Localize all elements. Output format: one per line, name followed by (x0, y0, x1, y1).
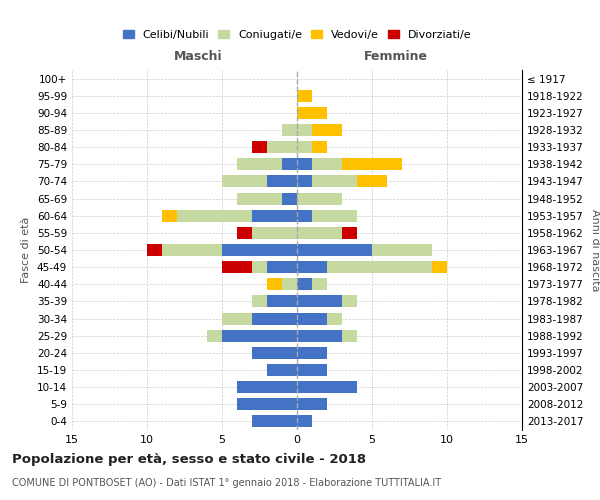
Bar (342, 227, 357, 239)
Bar (297, 141, 312, 153)
Bar (342, 330, 357, 342)
Bar (297, 347, 327, 359)
Text: Maschi: Maschi (173, 50, 223, 63)
Bar (312, 124, 342, 136)
Bar (252, 416, 297, 428)
Bar (297, 330, 342, 342)
Bar (282, 278, 297, 290)
Bar (222, 330, 297, 342)
Bar (267, 176, 297, 188)
Text: COMUNE DI PONTBOSET (AO) - Dati ISTAT 1° gennaio 2018 - Elaborazione TUTTITALIA.: COMUNE DI PONTBOSET (AO) - Dati ISTAT 1°… (12, 478, 441, 488)
Bar (282, 124, 297, 136)
Bar (177, 210, 252, 222)
Bar (267, 296, 297, 308)
Bar (297, 244, 372, 256)
Bar (282, 158, 297, 170)
Bar (432, 261, 447, 273)
Bar (312, 158, 342, 170)
Bar (222, 176, 267, 188)
Bar (327, 261, 432, 273)
Bar (297, 398, 327, 410)
Bar (252, 347, 297, 359)
Bar (267, 261, 297, 273)
Bar (297, 312, 327, 324)
Bar (312, 176, 357, 188)
Bar (297, 278, 312, 290)
Y-axis label: Fasce di età: Fasce di età (22, 217, 31, 283)
Bar (342, 158, 402, 170)
Bar (297, 210, 312, 222)
Bar (312, 210, 357, 222)
Bar (237, 398, 297, 410)
Bar (297, 416, 312, 428)
Bar (252, 210, 297, 222)
Bar (372, 244, 432, 256)
Bar (297, 176, 312, 188)
Bar (297, 227, 342, 239)
Bar (222, 312, 252, 324)
Bar (297, 107, 327, 119)
Y-axis label: Anni di nascita: Anni di nascita (590, 209, 600, 291)
Bar (252, 227, 297, 239)
Bar (237, 192, 282, 204)
Bar (162, 244, 222, 256)
Bar (267, 278, 282, 290)
Bar (222, 261, 252, 273)
Bar (312, 278, 327, 290)
Text: Femmine: Femmine (364, 50, 428, 63)
Bar (282, 192, 297, 204)
Bar (222, 244, 297, 256)
Bar (207, 330, 222, 342)
Bar (297, 296, 342, 308)
Bar (237, 227, 252, 239)
Bar (327, 312, 342, 324)
Bar (252, 296, 267, 308)
Bar (297, 158, 312, 170)
Bar (252, 261, 267, 273)
Bar (357, 176, 387, 188)
Bar (297, 192, 342, 204)
Bar (297, 381, 357, 393)
Bar (237, 158, 282, 170)
Bar (147, 244, 162, 256)
Bar (252, 312, 297, 324)
Bar (162, 210, 177, 222)
Bar (267, 141, 297, 153)
Bar (297, 90, 312, 102)
Bar (312, 141, 327, 153)
Legend: Celibi/Nubili, Coniugati/e, Vedovi/e, Divorziati/e: Celibi/Nubili, Coniugati/e, Vedovi/e, Di… (118, 25, 476, 44)
Bar (267, 364, 297, 376)
Bar (342, 296, 357, 308)
Text: Popolazione per età, sesso e stato civile - 2018: Popolazione per età, sesso e stato civil… (12, 452, 366, 466)
Bar (237, 381, 297, 393)
Bar (252, 141, 267, 153)
Bar (297, 124, 312, 136)
Bar (297, 261, 327, 273)
Bar (297, 364, 327, 376)
